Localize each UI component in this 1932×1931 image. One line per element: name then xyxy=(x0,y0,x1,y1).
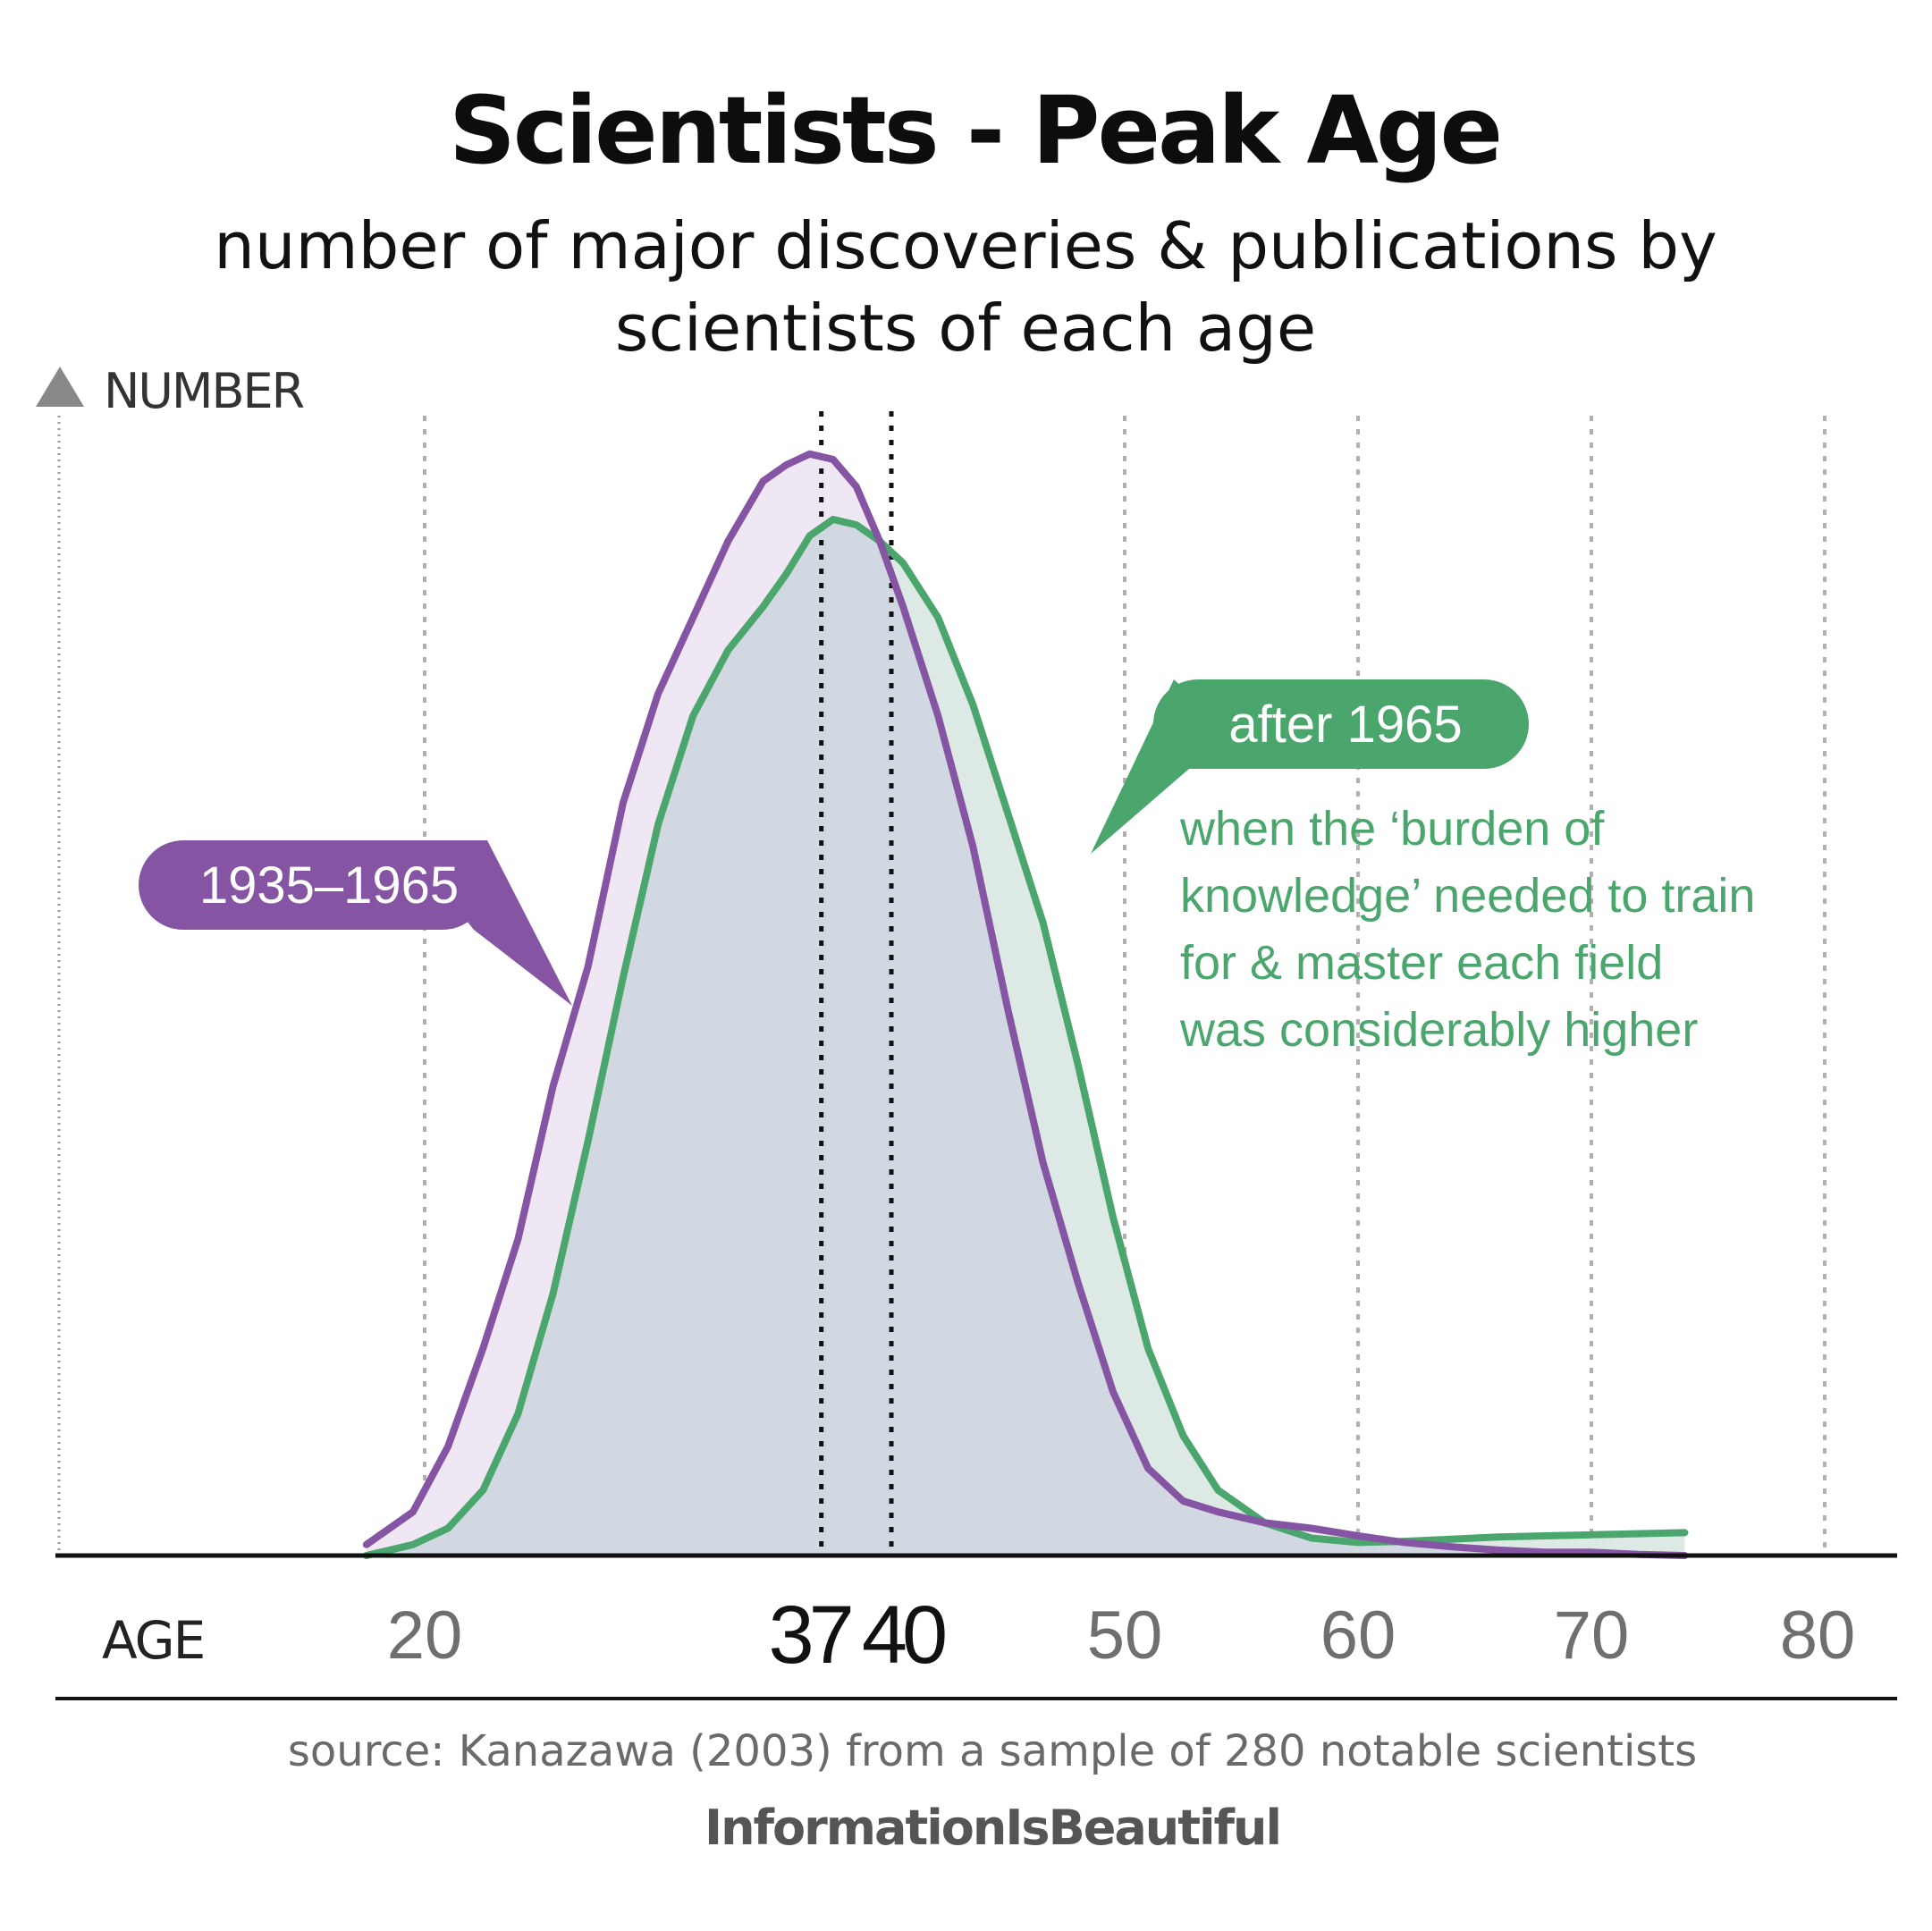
chart-subtitle-line2: scientists of each age xyxy=(615,291,1316,366)
x-tick-label-50: 50 xyxy=(1087,1598,1163,1674)
x-axis-label: AGE xyxy=(102,1610,204,1671)
x-tick-label-70: 70 xyxy=(1554,1598,1630,1674)
series1-pointer xyxy=(402,840,572,1006)
brand-logo-text: InformationIsBeautiful xyxy=(704,1800,1280,1856)
gridlines xyxy=(423,416,1827,1556)
x-tick-label-40: 40 xyxy=(862,1589,945,1681)
annotation-line-3: for & master each field xyxy=(1180,936,1663,990)
annotation-line-1: when the ‘burden of xyxy=(1179,802,1605,856)
x-tick-label-80: 80 xyxy=(1780,1598,1856,1674)
series1-callout: 1935–1965 xyxy=(139,840,572,1006)
y-axis-arrow-icon xyxy=(36,367,84,407)
source-note: source: Kanazawa (2003) from a sample of… xyxy=(288,1726,1697,1776)
series-lines xyxy=(362,450,1689,1559)
annotation-line-4: was considerably higher xyxy=(1179,1003,1698,1057)
series2-callout: after 1965 xyxy=(1091,679,1529,854)
series2-bubble xyxy=(1153,679,1529,769)
series1-line xyxy=(362,450,1689,1559)
x-tick-label-20: 20 xyxy=(387,1598,463,1674)
reference-lines xyxy=(819,411,894,1556)
series2-pointer xyxy=(1091,679,1270,854)
chart-subtitle-line1: number of major discoveries & publicatio… xyxy=(214,208,1717,283)
annotation: when the ‘burden of knowledge’ needed to… xyxy=(1179,802,1755,1057)
chart-title: Scientists - Peak Age xyxy=(449,76,1500,185)
series2-label: after 1965 xyxy=(1228,696,1462,754)
x-axis-ticks: 20 37 40 50 60 70 80 xyxy=(387,1589,1856,1681)
area-fills xyxy=(366,453,1685,1556)
series1-bubble xyxy=(139,840,487,930)
annotation-line-2: knowledge’ needed to train xyxy=(1180,869,1755,923)
y-axis-label: NUMBER xyxy=(104,363,304,419)
x-tick-label-60: 60 xyxy=(1320,1598,1396,1674)
overlap-area xyxy=(366,519,1685,1556)
series1-label: 1935–1965 xyxy=(199,856,459,915)
x-tick-label-37: 37 xyxy=(769,1589,851,1681)
